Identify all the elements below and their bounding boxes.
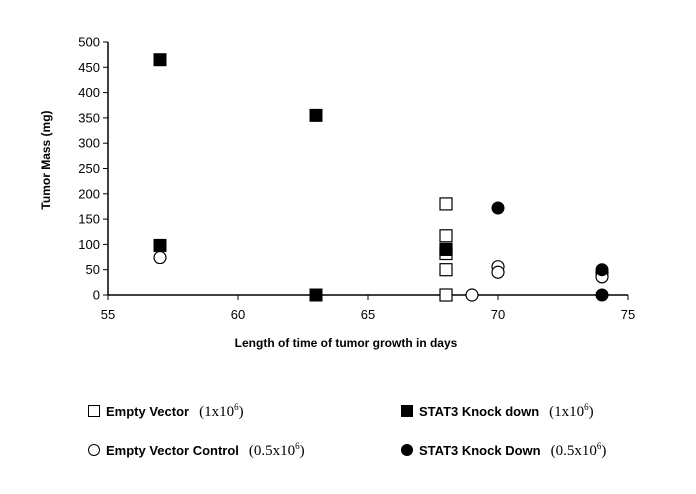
y-tick-label: 100 <box>78 237 100 252</box>
legend-item-empty-vector: Empty Vector (1x106) <box>88 402 244 421</box>
y-tick-label: 50 <box>86 262 100 277</box>
y-tick-label: 200 <box>78 186 100 201</box>
y-tick-label: 400 <box>78 85 100 100</box>
legend-concentration: (0.5x106) <box>248 441 305 459</box>
axes: 0 50 100 150 200 250 300 350 400 450 500 55 60 65 70 75 <box>78 35 635 323</box>
data-point-open-square <box>439 288 453 302</box>
legend-item-stat3-knock-down: STAT3 Knock down (1x106) <box>401 402 594 421</box>
data-point-open-circle <box>491 265 505 279</box>
x-tick-label: 60 <box>231 307 245 322</box>
data-point-open-square <box>439 229 453 243</box>
data-points <box>153 53 609 302</box>
open-circle-icon <box>88 444 100 456</box>
x-tick-label: 70 <box>491 307 505 322</box>
x-tick-label: 55 <box>101 307 115 322</box>
y-tick-label: 0 <box>93 288 100 303</box>
y-tick-label: 250 <box>78 161 100 176</box>
y-tick-label: 350 <box>78 110 100 125</box>
legend-concentration: (0.5x106) <box>550 441 607 459</box>
data-point-filled-square <box>309 288 323 302</box>
y-tick-label: 300 <box>78 136 100 151</box>
y-tick-label: 450 <box>78 60 100 75</box>
y-tick-label: 150 <box>78 212 100 227</box>
x-tick-label: 75 <box>621 307 635 322</box>
legend-label: STAT3 Knock down <box>419 404 540 419</box>
y-axis-title: Tumor Mass (mg) <box>39 110 53 209</box>
y-tick-label: 500 <box>78 35 100 50</box>
legend-label: Empty Vector <box>106 404 190 419</box>
legend-item-stat3-knock-down-half: STAT3 Knock Down (0.5x106) <box>401 441 606 460</box>
legend-concentration: (1x106) <box>549 402 594 420</box>
legend-item-empty-vector-control: Empty Vector Control (0.5x106) <box>88 441 305 460</box>
data-point-filled-square <box>309 108 323 122</box>
data-point-open-square <box>439 263 453 277</box>
filled-circle-icon <box>401 444 413 456</box>
legend-label: STAT3 Knock Down <box>419 443 541 458</box>
data-point-filled-square <box>439 242 453 256</box>
data-point-filled-square <box>153 53 167 67</box>
open-square-icon <box>88 405 100 417</box>
data-point-open-circle <box>465 288 479 302</box>
data-point-open-circle <box>153 250 167 265</box>
data-point-open-square <box>439 197 453 211</box>
data-point-filled-circle <box>595 263 609 277</box>
data-point-filled-square <box>153 238 167 252</box>
legend-label: Empty Vector Control <box>106 443 239 458</box>
data-point-filled-circle <box>595 288 609 302</box>
x-tick-label: 65 <box>361 307 375 322</box>
legend-concentration: (1x106) <box>199 402 244 420</box>
x-axis-title: Length of time of tumor growth in days <box>235 336 458 350</box>
data-point-filled-circle <box>491 201 505 215</box>
filled-square-icon <box>401 405 413 417</box>
